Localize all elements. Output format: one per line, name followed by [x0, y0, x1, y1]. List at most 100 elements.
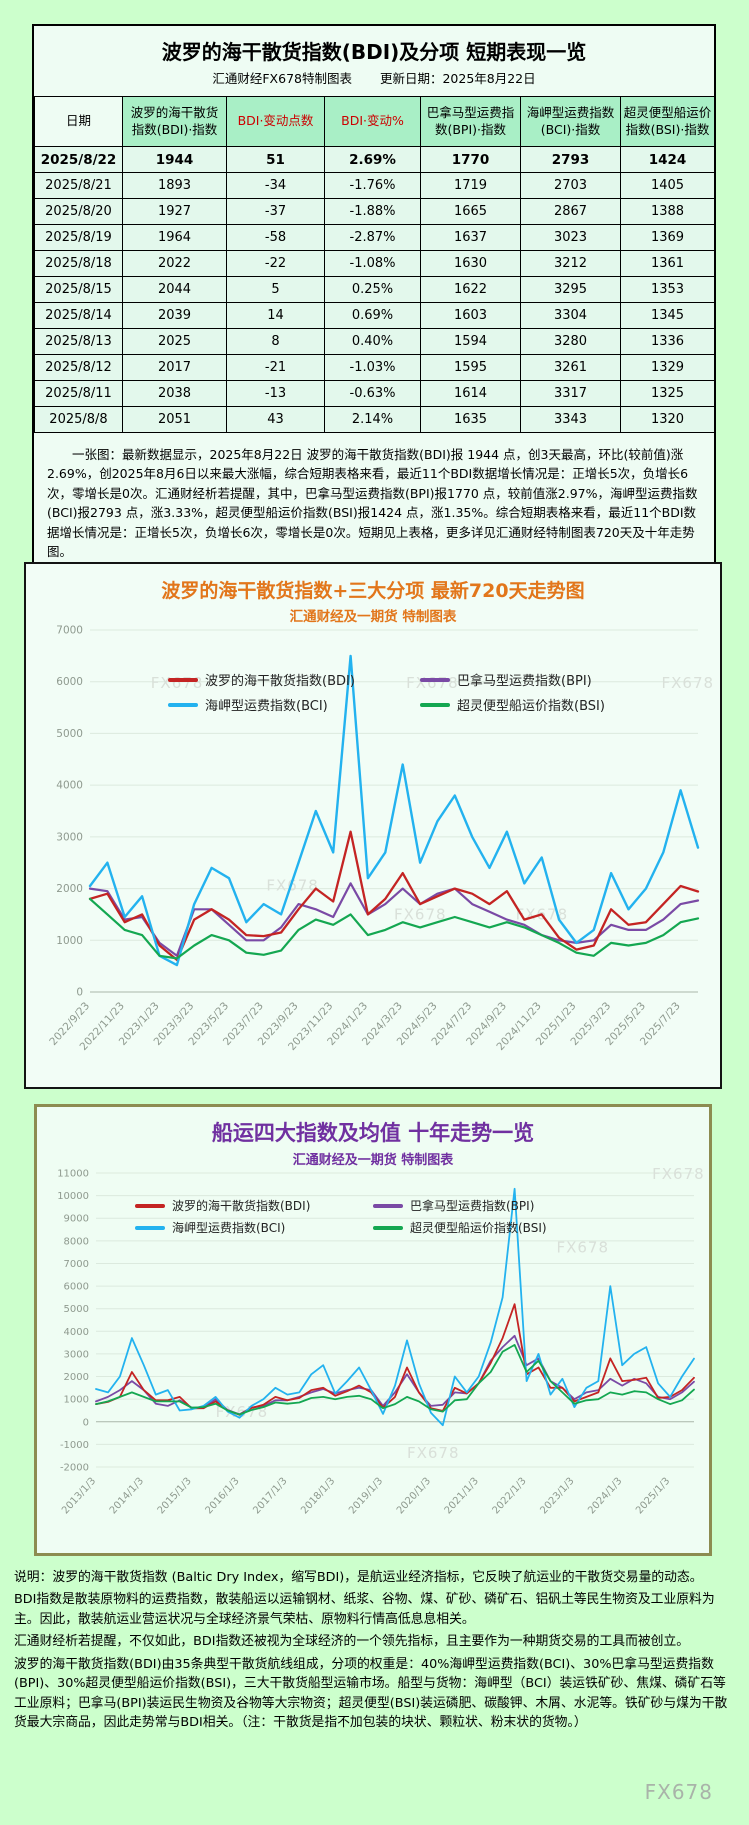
table-cell: 1320 — [620, 406, 715, 433]
legend-swatch — [373, 1203, 403, 1208]
svg-text:-2000: -2000 — [60, 1463, 89, 1474]
table-cell: 2025/8/15 — [34, 276, 123, 303]
table-cell: 3280 — [520, 328, 621, 355]
table-cell: 0.69% — [324, 302, 421, 329]
legend-label: 海岬型运费指数(BCI) — [205, 699, 328, 714]
table-cell: 0.40% — [324, 328, 421, 355]
svg-text:2025/1/3: 2025/1/3 — [634, 1476, 672, 1517]
table-cell: 3343 — [520, 406, 621, 433]
legend-swatch — [135, 1203, 165, 1208]
table-cell: 1637 — [420, 224, 521, 251]
svg-text:4000: 4000 — [64, 1327, 89, 1338]
svg-text:FX678: FX678 — [556, 1238, 609, 1256]
svg-text:7000: 7000 — [56, 625, 83, 637]
note-paragraph: 说明：波罗的海干散货指数 (Baltic Dry Index，缩写BDI)，是航… — [14, 1570, 703, 1585]
svg-text:6000: 6000 — [56, 676, 83, 688]
legend-label: 超灵便型船运价指数(BSI) — [410, 1221, 547, 1235]
notes-section: 说明：波罗的海干散货指数 (Baltic Dry Index，缩写BDI)，是航… — [14, 1568, 736, 1736]
legend-item: 波罗的海干散货指数(BDI) — [168, 670, 420, 689]
svg-text:10000: 10000 — [57, 1191, 89, 1202]
legend-label: 波罗的海干散货指数(BDI) — [172, 1199, 311, 1213]
table-cell: 1361 — [620, 250, 715, 277]
legend-swatch — [420, 702, 450, 707]
table-cell: 2025/8/8 — [34, 406, 123, 433]
table-cell: 2025/8/19 — [34, 224, 123, 251]
bdi-table-body: 2025/8/22 1944 51 2.69% 1770 2793 1424 2025/8/2… — [34, 146, 715, 433]
svg-text:3000: 3000 — [64, 1349, 89, 1360]
table-row: 2025/8/15 2044 5 0.25% 1622 3295 1353 — [34, 276, 715, 303]
table-cell: 1388 — [620, 198, 715, 225]
table-cell: 51 — [226, 146, 325, 173]
table-cell: 2022 — [122, 250, 227, 277]
svg-text:5000: 5000 — [64, 1304, 89, 1315]
chart-720-legend: 波罗的海干散货指数(BDI) 巴拿马型运费指数(BPI) 海岬型运费指数(BCI) 超… — [168, 670, 672, 714]
table-cell: 1635 — [420, 406, 521, 433]
svg-text:FX678: FX678 — [407, 1444, 460, 1462]
table-row: 2025/8/8 2051 43 2.14% 1635 3343 1320 — [34, 406, 715, 433]
legend-label: 波罗的海干散货指数(BDI) — [205, 674, 355, 689]
svg-text:6000: 6000 — [64, 1282, 89, 1293]
svg-text:2022/1/3: 2022/1/3 — [491, 1476, 529, 1517]
legend-swatch — [168, 702, 198, 707]
table-cell: 1369 — [620, 224, 715, 251]
chart-720-section: 波罗的海干散货指数+三大分项 最新720天走势图 汇通财经及一期货 特制图表 波… — [24, 562, 722, 1089]
table-cell: 1665 — [420, 198, 521, 225]
column-header-bdi: 波罗的海干散货指数(BDI)·指数 — [122, 96, 227, 147]
table-cell: 2793 — [520, 146, 621, 173]
table-cell: 3023 — [520, 224, 621, 251]
table-cell: 2.14% — [324, 406, 421, 433]
table-row: 2025/8/14 2039 14 0.69% 1603 3304 1345 — [34, 302, 715, 329]
note-paragraph: BDI指数是散装原物料的运费指数，散装船运以运输钢材、纸浆、谷物、煤、矿砂、磷矿… — [14, 1592, 715, 1627]
table-row: 2025/8/18 2022 -22 -1.08% 1630 3212 1361 — [34, 250, 715, 277]
svg-text:4000: 4000 — [56, 780, 83, 792]
chart-10y-legend: 波罗的海干散货指数(BDI) 巴拿马型运费指数(BPI) 海岬型运费指数(BCI) 超… — [135, 1197, 611, 1236]
table-cell: -22 — [226, 250, 325, 277]
table-cell: 2867 — [520, 198, 621, 225]
table-cell: 3295 — [520, 276, 621, 303]
table-cell: 14 — [226, 302, 325, 329]
table-header-row: 日期 波罗的海干散货指数(BDI)·指数 BDI·变动点数 BDI·变动% 巴拿… — [34, 96, 715, 147]
table-row: 2025/8/12 2017 -21 -1.03% 1595 3261 1329 — [34, 354, 715, 381]
svg-text:2024/1/3: 2024/1/3 — [586, 1476, 624, 1517]
table-cell: 1595 — [420, 354, 521, 381]
section-title: 波罗的海干散货指数(BDI)及分项 短期表现一览 — [161, 40, 587, 64]
table-cell: 43 — [226, 406, 325, 433]
table-row: 2025/8/22 1944 51 2.69% 1770 2793 1424 — [34, 146, 715, 173]
table-cell: 3212 — [520, 250, 621, 277]
table-cell: -34 — [226, 172, 325, 199]
table-cell: 2.69% — [324, 146, 421, 173]
column-header-date: 日期 — [34, 96, 123, 147]
legend-swatch — [373, 1225, 403, 1230]
line-chart-10y: -2000 -1000 0 1000 2000 3000 4000 5000 6000 7000 8… — [57, 1167, 703, 1517]
svg-text:2019/1/3: 2019/1/3 — [347, 1476, 385, 1517]
table-cell: 2017 — [122, 354, 227, 381]
table-cell: 1345 — [620, 302, 715, 329]
table-cell: 2044 — [122, 276, 227, 303]
updated-label: 更新日期：2025年8月22日 — [379, 71, 536, 86]
table-cell: -1.88% — [324, 198, 421, 225]
legend-swatch — [420, 677, 450, 682]
table-cell: 2025/8/13 — [34, 328, 123, 355]
short-term-table-section: 波罗的海干散货指数(BDI)及分项 短期表现一览 汇通财经FX678特制图表 更… — [32, 24, 716, 574]
table-row: 2025/8/21 1893 -34 -1.76% 1719 2703 1405 — [34, 172, 715, 199]
table-cell: 2039 — [122, 302, 227, 329]
table-cell: 3261 — [520, 354, 621, 381]
column-header-change-pct: BDI·变动% — [324, 96, 421, 147]
legend-label: 海岬型运费指数(BCI) — [172, 1221, 286, 1235]
svg-text:FX678: FX678 — [394, 906, 447, 924]
table-row: 2025/8/19 1964 -58 -2.87% 1637 3023 1369 — [34, 224, 715, 251]
table-cell: 2025/8/14 — [34, 302, 123, 329]
table-cell: 1594 — [420, 328, 521, 355]
table-cell: 1405 — [620, 172, 715, 199]
chart-10y-title: 船运四大指数及均值 十年走势一览 — [211, 1121, 535, 1145]
legend-item: 巴拿马型运费指数(BPI) — [373, 1197, 611, 1214]
column-header-change-points: BDI·变动点数 — [226, 96, 325, 147]
table-cell: 1325 — [620, 380, 715, 407]
table-cell: 8 — [226, 328, 325, 355]
svg-text:3000: 3000 — [56, 831, 83, 843]
table-cell: 1770 — [420, 146, 521, 173]
section-subtitle: 汇通财经FX678特制图表 更新日期：2025年8月22日 — [34, 68, 714, 87]
legend-item: 超灵便型船运价指数(BSI) — [373, 1219, 611, 1236]
table-cell: 1329 — [620, 354, 715, 381]
